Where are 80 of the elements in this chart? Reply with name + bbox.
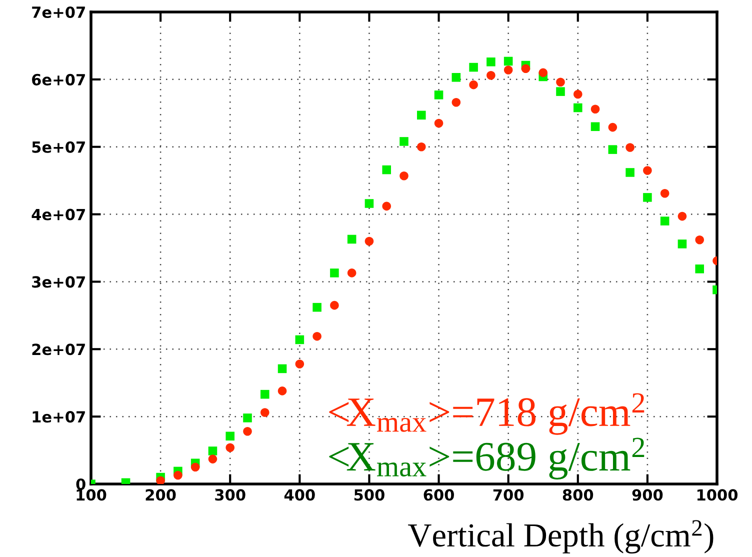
annotation: <X$_{max}$>=718 g/cm$^{2}$ <box>329 393 644 435</box>
x-axis-title: Vertical Depth (g/cm$^{2}$) <box>408 520 714 554</box>
x-tick-label: 900 <box>632 489 663 501</box>
point <box>416 142 426 152</box>
point <box>208 454 218 464</box>
point <box>695 236 704 244</box>
point <box>434 118 444 128</box>
point <box>504 66 513 74</box>
point <box>400 171 408 180</box>
y-tick-label: 7e+07 <box>32 6 85 18</box>
point <box>330 300 339 310</box>
point <box>608 122 618 132</box>
x-tick-label: 700 <box>493 489 524 501</box>
point <box>208 446 218 456</box>
point <box>278 364 287 374</box>
y-tick-label: 2e+07 <box>32 344 85 356</box>
point <box>469 62 478 72</box>
point <box>226 432 235 441</box>
x-tick-label: 1000 <box>697 489 738 501</box>
point <box>504 56 513 66</box>
point <box>382 165 392 174</box>
y-tick-label: 3e+07 <box>32 276 85 288</box>
point <box>660 188 670 198</box>
point <box>382 202 392 211</box>
point <box>295 335 304 344</box>
y-tick-label: 5e+07 <box>32 141 85 153</box>
point <box>400 137 408 146</box>
point <box>643 193 652 202</box>
point <box>190 462 200 472</box>
point <box>312 332 322 341</box>
point <box>469 80 478 90</box>
y-tick-label: 1e+07 <box>32 411 85 423</box>
point <box>260 408 270 417</box>
point <box>695 264 704 274</box>
point <box>347 234 356 244</box>
point <box>538 68 548 78</box>
point <box>556 87 565 96</box>
point <box>521 64 530 74</box>
x-tick-label: 600 <box>424 489 454 501</box>
y-tick-label: 0 <box>76 478 86 490</box>
point <box>312 302 322 312</box>
y-tick-label: 6e+07 <box>32 74 85 86</box>
point <box>626 143 634 152</box>
point <box>452 98 461 107</box>
point <box>643 166 652 175</box>
point <box>678 212 687 221</box>
point <box>416 110 426 120</box>
point <box>260 390 270 399</box>
x-tick-label: 100 <box>76 489 106 501</box>
point <box>556 78 565 87</box>
x-tick-label: 300 <box>215 489 246 501</box>
point <box>678 240 687 248</box>
point <box>590 104 600 114</box>
x-tick-label: 800 <box>562 489 594 501</box>
point <box>156 476 165 484</box>
point <box>660 216 670 226</box>
x-tick-label: 500 <box>354 489 384 501</box>
point <box>434 90 444 100</box>
point <box>243 414 252 422</box>
annotation: <X$_{max}$>=689 g/cm$^{2}$ <box>329 438 644 480</box>
point <box>364 236 374 246</box>
point <box>573 90 582 99</box>
point <box>486 70 496 80</box>
x-tick-label: 400 <box>284 489 315 501</box>
point <box>174 470 182 480</box>
point <box>608 145 618 154</box>
point <box>295 360 304 368</box>
point <box>364 199 374 208</box>
point <box>590 122 600 132</box>
y-tick-label: 4e+07 <box>32 208 85 220</box>
point <box>626 168 634 177</box>
point <box>278 386 287 396</box>
point <box>226 443 235 452</box>
point <box>486 58 496 66</box>
point <box>573 103 582 112</box>
point <box>243 427 252 436</box>
point <box>330 268 339 278</box>
point <box>347 268 356 278</box>
point <box>452 73 461 82</box>
x-tick-label: 200 <box>146 489 176 501</box>
